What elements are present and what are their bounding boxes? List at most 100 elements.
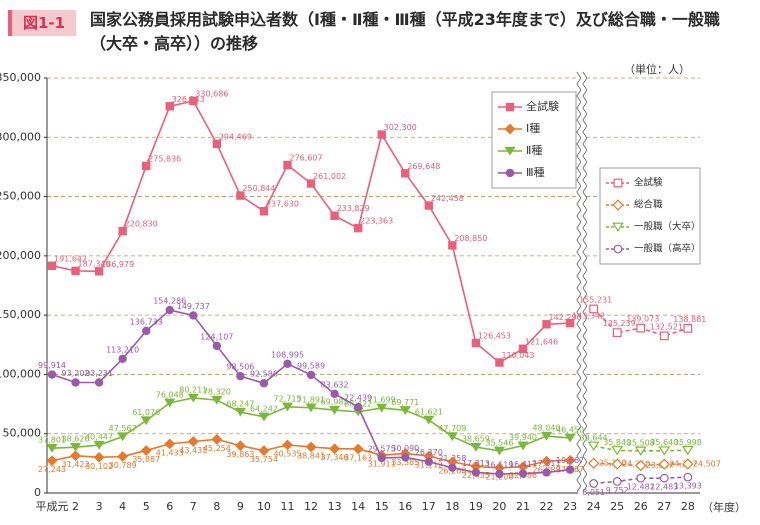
- marker: [542, 468, 551, 477]
- value-label: 37,346: [321, 453, 349, 462]
- marker: [236, 191, 245, 200]
- marker: [71, 378, 80, 387]
- marker: [283, 359, 292, 368]
- marker: [470, 442, 482, 452]
- value-label: 98,506: [226, 363, 254, 372]
- value-label: 138,881: [673, 315, 706, 324]
- value-label: 13,393: [674, 482, 702, 491]
- value-label: 250,844: [242, 184, 275, 193]
- value-label: 64,242: [250, 404, 278, 413]
- value-label: 186,979: [101, 260, 134, 269]
- value-label: 27,243: [38, 465, 66, 474]
- x-tick-label: 5: [143, 500, 150, 513]
- value-label: 30,090: [391, 444, 419, 453]
- x-tick-label: 12: [304, 500, 318, 513]
- value-label: 43,431: [179, 446, 207, 455]
- legend-label: Ⅱ種: [526, 143, 542, 157]
- value-label: 12,482: [627, 483, 655, 492]
- marker: [423, 415, 435, 425]
- axis-break-fill: [577, 72, 586, 497]
- marker: [330, 389, 339, 399]
- marker: [495, 469, 504, 479]
- marker: [352, 443, 364, 455]
- marker: [613, 178, 623, 188]
- value-label: 61,076: [132, 408, 160, 417]
- x-tick-label: 13: [328, 500, 342, 513]
- marker: [658, 446, 671, 456]
- marker: [611, 458, 623, 470]
- value-label: 40,535: [274, 449, 302, 458]
- marker: [306, 370, 316, 380]
- legend-label: 総合職: [634, 199, 663, 211]
- marker: [93, 451, 105, 463]
- marker: [141, 161, 151, 171]
- marker: [353, 402, 363, 412]
- marker: [612, 222, 624, 232]
- value-label: 61,621: [415, 407, 443, 416]
- x-unit-label: （年度）: [702, 500, 746, 514]
- value-label: 35,640: [650, 438, 678, 447]
- x-tick-label: 7: [190, 500, 197, 513]
- marker: [234, 407, 246, 417]
- value-label: 326,143: [172, 95, 205, 104]
- marker: [471, 338, 481, 348]
- marker: [189, 311, 198, 320]
- value-label: 35,546: [485, 438, 513, 447]
- marker: [424, 201, 433, 210]
- marker: [117, 451, 129, 462]
- marker: [118, 226, 127, 236]
- y-tick-label: 350,000: [0, 71, 41, 84]
- y-tick-label: 150,000: [0, 308, 41, 321]
- marker: [565, 318, 575, 328]
- value-label: 275,836: [148, 154, 181, 163]
- marker: [70, 450, 81, 462]
- marker: [187, 393, 199, 403]
- value-label: 136,733: [130, 317, 163, 326]
- value-label: 149,737: [177, 302, 210, 311]
- value-label: 9,752: [606, 486, 629, 495]
- x-tick-label: 2: [72, 500, 79, 513]
- marker: [376, 403, 388, 413]
- value-label: 330,686: [195, 89, 228, 98]
- marker: [165, 102, 174, 111]
- value-label: 38,626: [62, 435, 90, 444]
- value-label: 124,107: [200, 332, 233, 341]
- series-line: [593, 476, 688, 485]
- marker: [448, 241, 457, 250]
- marker: [164, 398, 176, 408]
- value-label: 39,863: [226, 450, 254, 459]
- marker: [505, 168, 515, 178]
- x-tick-label: 28: [681, 500, 695, 513]
- marker: [47, 370, 57, 379]
- legend-label: Ⅰ種: [526, 121, 540, 135]
- value-label: 191,642: [54, 254, 87, 263]
- marker: [564, 433, 576, 443]
- marker: [613, 244, 623, 254]
- value-label: 39,644: [580, 433, 608, 442]
- value-label: 45,254: [203, 444, 231, 453]
- value-label: 37,801: [38, 436, 66, 445]
- marker: [259, 207, 269, 216]
- marker: [424, 457, 433, 466]
- marker: [635, 460, 647, 472]
- y-tick-label: 50,000: [3, 427, 42, 440]
- marker: [587, 441, 600, 451]
- value-label: 38,659: [462, 435, 490, 444]
- marker: [140, 445, 152, 456]
- marker: [71, 266, 80, 276]
- marker: [541, 431, 553, 441]
- x-tick-label: 14: [351, 500, 365, 513]
- marker: [305, 441, 317, 453]
- value-label: 154,286: [153, 297, 186, 306]
- series-line: [593, 445, 688, 452]
- marker: [565, 465, 575, 474]
- value-label: 110,043: [501, 351, 534, 360]
- value-label: 83,632: [321, 380, 349, 389]
- value-label: 35,754: [250, 455, 278, 464]
- x-tick-label: 22: [540, 500, 554, 513]
- value-label: 37,163: [344, 453, 372, 462]
- marker: [493, 446, 505, 456]
- marker: [140, 416, 152, 426]
- marker: [211, 433, 223, 445]
- x-tick-label: 15: [375, 500, 389, 513]
